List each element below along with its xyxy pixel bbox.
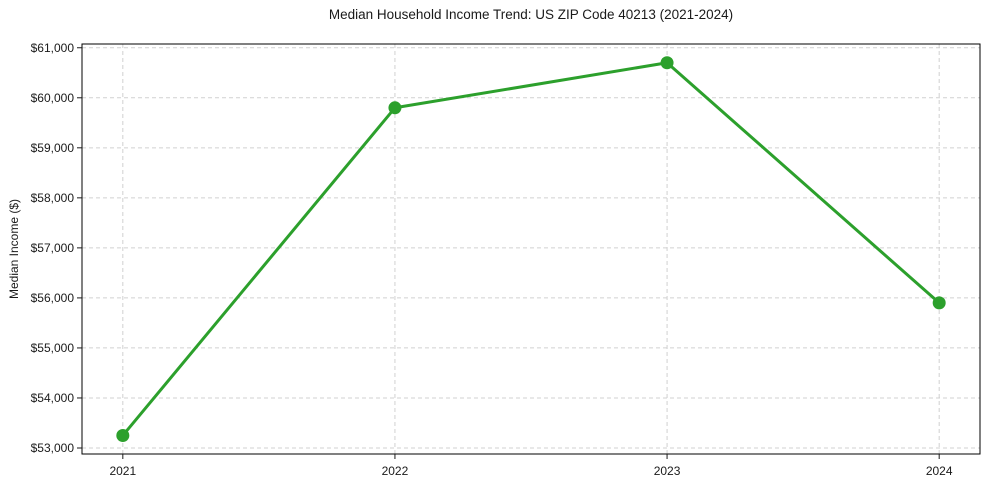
y-tick-label: $58,000	[31, 191, 75, 205]
x-tick-label: 2021	[109, 464, 136, 478]
y-tick-label: $57,000	[31, 241, 75, 255]
x-tick-label: 2023	[654, 464, 681, 478]
data-point-marker	[116, 428, 130, 442]
trend-line	[121, 61, 941, 437]
data-point-marker	[932, 296, 946, 310]
data-point-marker	[388, 101, 402, 115]
y-tick-label: $61,000	[31, 41, 75, 55]
y-tick-label: $53,000	[31, 441, 75, 455]
x-tick-label: 2024	[926, 464, 953, 478]
plot-spines	[81, 43, 981, 455]
y-tick-label: $55,000	[31, 341, 75, 355]
y-tick-label: $59,000	[31, 141, 75, 155]
y-tick-label: $54,000	[31, 391, 75, 405]
y-tick-label: $56,000	[31, 291, 75, 305]
y-tick-label: $60,000	[31, 91, 75, 105]
data-point-marker	[660, 56, 674, 70]
x-tick-label: 2022	[382, 464, 409, 478]
chart-title: Median Household Income Trend: US ZIP Co…	[328, 7, 734, 22]
